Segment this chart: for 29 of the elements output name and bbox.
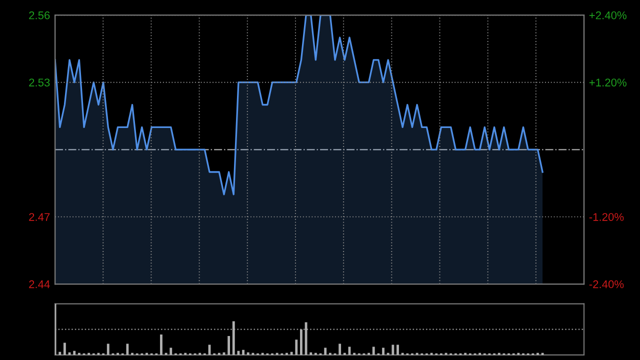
bar [392,344,394,355]
y2-tick-label: +1.20% [589,78,626,86]
bar [372,346,375,355]
bar [295,340,298,355]
bar [73,350,76,355]
bar [382,348,384,355]
bar [170,348,172,355]
y-tick-label: 2.53 [29,78,50,86]
bar [63,342,66,355]
y2-tick-label: +2.40% [589,11,626,20]
bar [160,334,162,355]
bar [228,336,230,355]
bar [310,352,312,355]
bar [232,321,235,355]
bar [396,344,399,355]
bar [242,350,244,355]
y-tick-label: 2.47 [29,213,50,221]
bar [338,344,342,355]
y2-tick-label: -1.20% [589,213,624,221]
bar [300,329,302,355]
bar [246,352,250,355]
bar [126,344,129,355]
bar [290,352,293,355]
bar [106,344,110,355]
bar [58,352,62,355]
y-tick-label: 2.56 [29,11,50,20]
y2-tick-label: -2.40% [589,280,624,288]
bar [324,348,327,355]
y-tick-label: 2.44 [29,280,50,288]
